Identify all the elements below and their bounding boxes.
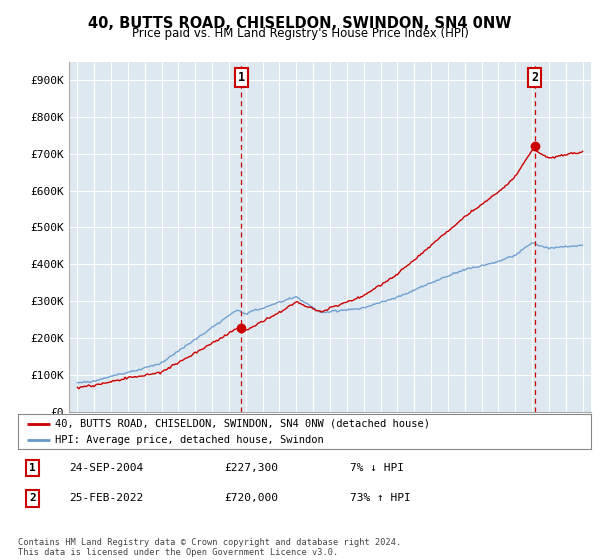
Text: 40, BUTTS ROAD, CHISELDON, SWINDON, SN4 0NW: 40, BUTTS ROAD, CHISELDON, SWINDON, SN4 …: [88, 16, 512, 31]
Text: 73% ↑ HPI: 73% ↑ HPI: [350, 493, 411, 503]
Text: 7% ↓ HPI: 7% ↓ HPI: [350, 463, 404, 473]
Text: 2: 2: [531, 71, 538, 84]
Text: 1: 1: [238, 71, 245, 84]
Text: £720,000: £720,000: [224, 493, 278, 503]
Text: Contains HM Land Registry data © Crown copyright and database right 2024.
This d: Contains HM Land Registry data © Crown c…: [18, 538, 401, 557]
Text: 25-FEB-2022: 25-FEB-2022: [70, 493, 144, 503]
Text: £227,300: £227,300: [224, 463, 278, 473]
Text: 1: 1: [29, 463, 36, 473]
Text: 24-SEP-2004: 24-SEP-2004: [70, 463, 144, 473]
Text: 40, BUTTS ROAD, CHISELDON, SWINDON, SN4 0NW (detached house): 40, BUTTS ROAD, CHISELDON, SWINDON, SN4 …: [55, 419, 430, 429]
Text: 2: 2: [29, 493, 36, 503]
Text: Price paid vs. HM Land Registry's House Price Index (HPI): Price paid vs. HM Land Registry's House …: [131, 27, 469, 40]
Text: HPI: Average price, detached house, Swindon: HPI: Average price, detached house, Swin…: [55, 435, 324, 445]
